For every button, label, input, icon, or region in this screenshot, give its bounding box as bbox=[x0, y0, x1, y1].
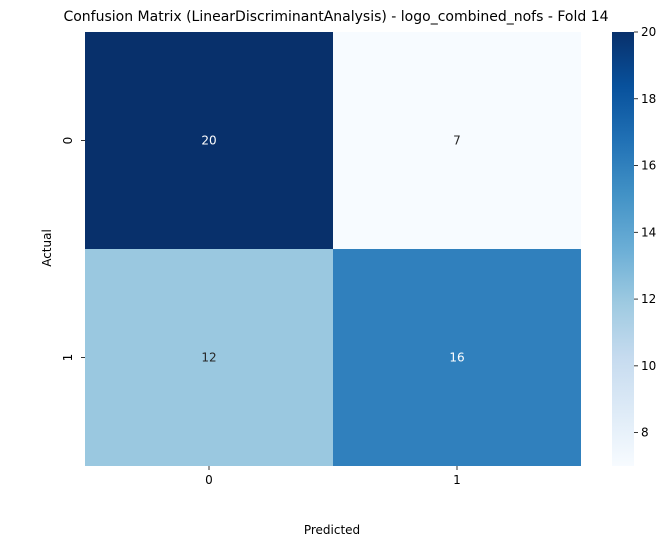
colorbar-tick-label: 8 bbox=[641, 426, 649, 440]
colorbar: 8 10 12 14 16 18 20 bbox=[612, 25, 656, 466]
heatmap-cells: 20 7 12 16 bbox=[85, 32, 581, 466]
cell-value-label: 16 bbox=[449, 351, 464, 365]
cell-value-label: 20 bbox=[201, 134, 216, 148]
colorbar-tick-label: 16 bbox=[641, 159, 656, 173]
y-tick-label: 1 bbox=[61, 354, 75, 362]
colorbar-tick-label: 12 bbox=[641, 292, 656, 306]
x-tick-label: 1 bbox=[453, 473, 461, 487]
colorbar-tick-label: 20 bbox=[641, 25, 656, 39]
colorbar-gradient bbox=[612, 32, 634, 466]
y-tick-label: 0 bbox=[61, 137, 75, 145]
colorbar-tick-label: 10 bbox=[641, 359, 656, 373]
y-axis-label: Actual bbox=[40, 229, 54, 267]
x-axis-label: Predicted bbox=[304, 523, 360, 537]
colorbar-tick-label: 14 bbox=[641, 225, 656, 239]
heatmap-cell bbox=[85, 249, 333, 466]
heatmap-cell bbox=[333, 249, 581, 466]
cell-value-label: 7 bbox=[453, 134, 461, 148]
chart-title: Confusion Matrix (LinearDiscriminantAnal… bbox=[63, 9, 608, 25]
x-tick-label: 0 bbox=[205, 473, 213, 487]
colorbar-tick-label: 18 bbox=[641, 92, 656, 106]
cell-value-label: 12 bbox=[201, 351, 216, 365]
heatmap-cell bbox=[333, 32, 581, 249]
heatmap-cell bbox=[85, 32, 333, 249]
y-axis: 01 bbox=[61, 137, 85, 362]
